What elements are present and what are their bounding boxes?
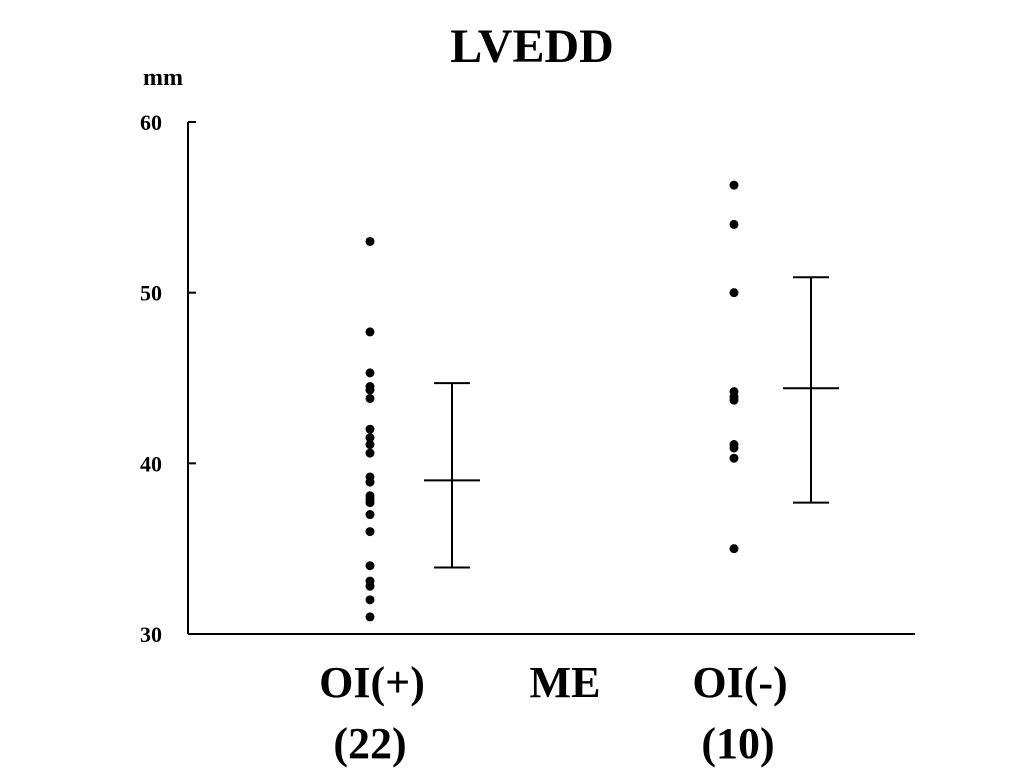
data-point [729,180,739,190]
data-point [729,288,739,298]
data-point [365,327,375,337]
data-point [729,544,739,554]
data-point [365,595,375,605]
category-label: OI(-) [692,658,787,707]
error-bars [424,276,839,569]
data-point [365,393,375,403]
data-point [729,395,739,405]
category-count-label: (10) [701,719,774,768]
y-axis-unit-label: mm [143,65,183,91]
y-axis-ticks: 30 40 50 60 [140,110,196,647]
category-label: OI(+) [319,658,425,707]
data-point [365,433,375,443]
data-point [365,612,375,622]
category-count-label: (22) [333,719,406,768]
y-tick-label: 60 [140,110,162,135]
data-point [365,477,375,487]
data-point [729,443,739,453]
data-point [365,236,375,246]
data-point [365,385,375,395]
data-point [365,561,375,571]
y-tick-label: 40 [140,451,162,476]
data-point [729,453,739,463]
data-point [365,368,375,378]
data-point [729,219,739,229]
data-points [365,180,739,622]
chart-title: LVEDD [450,20,614,73]
y-tick-label: 30 [140,622,162,647]
data-point [365,424,375,434]
data-point [365,510,375,520]
data-point [365,448,375,458]
data-point [365,527,375,537]
data-point [365,498,375,508]
data-point [365,581,375,591]
category-labels: OI(+) (22) ME OI(-) (10) [319,658,788,768]
data-point [365,440,375,450]
category-label: ME [530,658,601,707]
y-tick-label: 50 [140,281,162,306]
